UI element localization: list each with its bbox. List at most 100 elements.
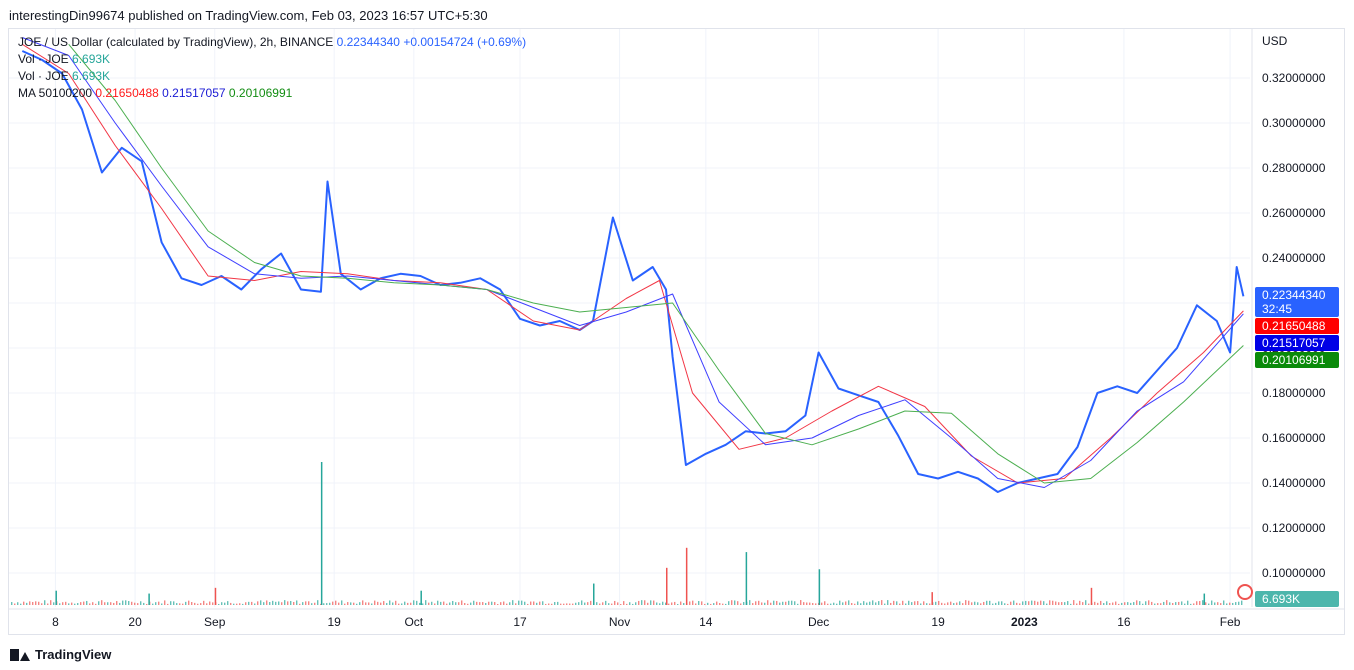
volume-bar	[644, 600, 646, 605]
volume-bar	[1154, 603, 1156, 605]
volume-bar	[461, 600, 463, 605]
volume-bar	[416, 600, 418, 605]
volume-bar	[518, 600, 520, 605]
volume-bar	[14, 603, 16, 605]
volume-bar	[584, 602, 586, 605]
volume-bar	[137, 603, 139, 605]
volume-bar	[1163, 601, 1165, 605]
volume-bar	[92, 602, 94, 605]
volume-bar	[1232, 602, 1234, 605]
volume-bar	[908, 600, 910, 605]
volume-bar	[830, 603, 832, 605]
volume-bar	[1199, 601, 1201, 605]
volume-bar	[596, 602, 598, 605]
volume-bar	[1106, 601, 1108, 605]
ma100-line	[22, 37, 1244, 488]
volume-bar	[815, 603, 817, 605]
volume-bar	[458, 602, 460, 605]
x-tick-label: Nov	[609, 615, 630, 629]
time-axis[interactable]: 8 20 Sep 19 Oct 17 Nov 14 Dec 19 2023 16 Feb	[9, 608, 1345, 629]
legend-volume-row-2[interactable]: Vol · JOE 6.693K	[18, 68, 526, 85]
ma50-value: 0.21650488	[95, 86, 159, 100]
volume-bar	[1049, 600, 1051, 605]
volume-bar	[242, 603, 244, 605]
volume-bar	[653, 600, 655, 605]
price-chart[interactable]: 0.10000000 0.12000000 0.14000000 0.16000000…	[0, 0, 1354, 636]
volume-bar	[245, 602, 247, 605]
volume-bar	[146, 603, 148, 605]
volume-bar	[641, 600, 643, 605]
volume-bar	[587, 602, 589, 605]
volume-bar	[1193, 603, 1195, 605]
volume-bar	[812, 603, 814, 605]
volume-bar	[1061, 602, 1063, 605]
volume-bar	[743, 601, 745, 605]
volume-bar	[959, 601, 961, 605]
volume-bar	[503, 601, 505, 605]
volume-bar	[614, 600, 616, 605]
volume-bar	[848, 600, 850, 605]
volume-bar	[101, 600, 103, 605]
volume-bar	[983, 601, 985, 605]
ma100-value: 0.21517057	[162, 86, 226, 100]
volume-bar	[1229, 602, 1231, 605]
volume-bar	[281, 602, 283, 605]
volume-bar	[539, 601, 541, 605]
volume-spike	[931, 592, 933, 605]
volume-bar	[971, 602, 973, 605]
volume-bar	[635, 602, 637, 605]
legend-volume-row[interactable]: Vol · JOE 6.693K	[18, 51, 526, 68]
volume-spike	[55, 590, 57, 605]
legend-symbol-row[interactable]: JOE / US Dollar (calculated by TradingVi…	[18, 34, 526, 51]
tradingview-logo[interactable]: TradingView	[10, 647, 111, 662]
volume-bar	[704, 603, 706, 605]
volume-bar	[995, 602, 997, 605]
volume-bar	[887, 600, 889, 605]
volume-bar	[1133, 602, 1135, 605]
volume-bar	[260, 600, 262, 605]
volume-bar	[623, 601, 625, 605]
volume-bar	[95, 603, 97, 605]
volume-bar	[1067, 601, 1069, 605]
volume-bar	[590, 600, 592, 605]
volume-bar	[1226, 603, 1228, 605]
volume-bar	[371, 603, 373, 605]
volume-bar	[74, 603, 76, 605]
volume-tag-text: 6.693K	[1262, 592, 1300, 606]
volume-bar	[617, 602, 619, 605]
volume-bar	[809, 602, 811, 605]
volume-bar	[650, 600, 652, 605]
ma100-tag-text: 0.21517057	[1262, 336, 1326, 350]
volume-bar	[875, 602, 877, 605]
chart-frame[interactable]	[8, 28, 1345, 635]
volume-bar	[290, 600, 292, 605]
chart-legend: JOE / US Dollar (calculated by TradingVi…	[18, 34, 526, 102]
volume-bar	[752, 603, 754, 605]
volume-bar	[434, 603, 436, 605]
volume-bar	[680, 601, 682, 605]
volume-bar	[536, 602, 538, 605]
volume-bar	[626, 603, 628, 605]
volume-bar	[344, 603, 346, 605]
volume-bar	[1109, 603, 1111, 605]
volume-bar	[773, 600, 775, 605]
volume-bar	[1082, 602, 1084, 605]
volume-bar	[206, 603, 208, 605]
volume-bar	[1139, 601, 1141, 605]
volume-bar	[368, 602, 370, 605]
volume-bar	[656, 602, 658, 605]
volume-bar	[143, 602, 145, 605]
ma50-tag-text: 0.21650488	[1262, 319, 1326, 333]
volume-bar	[473, 600, 475, 605]
volume-bar	[413, 600, 415, 605]
volume-bar	[665, 602, 667, 605]
volume-bar	[545, 603, 547, 605]
x-tick-label: Dec	[808, 615, 829, 629]
volume-bar	[11, 602, 13, 605]
x-tick-label: Sep	[204, 615, 226, 629]
volume-bar	[452, 600, 454, 605]
legend-ma-row[interactable]: MA 50100200 0.21650488 0.21517057 0.2010…	[18, 85, 526, 102]
volume-bar	[365, 602, 367, 605]
event-flag-icon[interactable]	[1237, 584, 1253, 600]
volume-bar	[1214, 602, 1216, 605]
